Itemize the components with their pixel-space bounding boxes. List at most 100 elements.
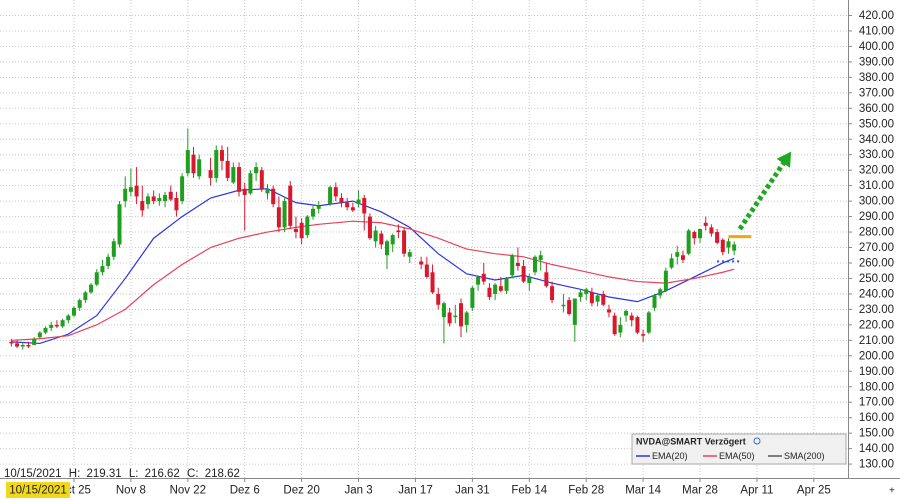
candle-body [328,187,333,205]
y-tick-label: 370.00 [859,87,894,99]
candle-body [407,252,412,257]
x-tick-label: Mar 28 [682,485,718,497]
candle-body [333,187,338,197]
legend-icon [753,437,761,445]
x-tick-label: Jan 3 [344,485,372,497]
candle-body [453,315,458,318]
candle-body [373,230,378,242]
trend-arrow [737,161,786,231]
candle-body [441,303,446,318]
candle-body [527,276,532,284]
y-tick-label: 160.00 [859,412,894,424]
x-tick-label: Jan 31 [455,485,490,497]
candle-body [612,315,617,335]
candle-body [265,188,270,194]
candle-body [49,324,54,328]
candle-body [168,191,173,200]
y-tick-label: 360.00 [859,103,894,115]
candle-body [641,334,646,336]
candle-body [572,298,577,325]
candle-body [350,207,355,211]
y-tick-label: 400.00 [859,41,894,53]
candle-body [106,256,111,267]
candle-body [259,170,264,189]
candle-body [601,293,606,305]
x-tick-label: Apr 25 [797,485,831,497]
candle-body [476,276,481,285]
candle-body [32,338,37,345]
candle-body [430,272,435,293]
candle-body [487,287,492,298]
candle-body [419,261,424,265]
readout-value: 219.31 [86,468,121,480]
candle-body [282,201,287,228]
y-tick-label: 390.00 [859,56,894,68]
candle-body [276,207,281,228]
candle-body [225,160,230,178]
x-tick-label: Dez 6 [230,485,260,497]
candle-body [635,317,640,333]
candle-body [191,154,196,174]
candle-body [436,293,441,305]
candle-body [128,187,133,192]
candle-body [111,241,116,257]
x-tick-label: Jan 17 [398,485,433,497]
candle-body [715,232,720,243]
x-tick-label: Apr 11 [740,485,773,497]
x-tick-label: Feb 14 [511,485,547,497]
candle-body [15,343,20,347]
candle-body [26,344,31,347]
candle-body [424,264,429,277]
x-tick-label: Nov 22 [170,485,206,497]
candle-body [134,185,139,197]
cursor-date: 10/15/2021 [9,485,67,497]
candle-body [219,150,224,161]
candle-body [510,255,515,276]
candle-body [316,205,321,209]
candle-body [54,324,59,327]
y-tick-label: 310.00 [859,180,894,192]
candle-body [515,262,520,267]
y-tick-label: 220.00 [859,319,894,331]
y-tick-label: 230.00 [859,304,894,316]
candle-body [692,232,697,239]
candle-body [720,239,725,253]
y-tick-label: 270.00 [859,242,894,254]
candle-body [658,289,663,296]
candle-body [402,230,407,254]
candle-body [447,312,452,324]
y-tick-label: 210.00 [859,335,894,347]
candle-body [174,198,179,211]
candle-body [606,309,611,313]
y-tick-label: 140.00 [859,443,894,455]
candle-body [379,233,384,245]
candle-body [89,284,94,293]
candle-body [362,198,367,214]
y-tick-label: 170.00 [859,397,894,409]
candle-body [60,320,65,327]
legend-label: SMA(200) [784,451,825,461]
candle-body [624,310,629,316]
candle-body [37,332,42,338]
indicator-lines [11,188,735,345]
candle-body [339,198,344,203]
candle-body [709,227,714,234]
candle-body [538,255,543,260]
candle-body [367,216,372,239]
candle-body [305,216,310,236]
y-tick-label: 320.00 [859,165,894,177]
legend-title: NVDA@SMART Verzögert [636,436,746,446]
candle-body [669,258,674,268]
readout-value: 216.62 [145,468,180,480]
y-tick-label: 250.00 [859,273,894,285]
candle-body [254,167,259,174]
candle-body [458,303,463,327]
candle-body [145,196,150,205]
candle-body [208,170,213,178]
candle-body [214,150,219,178]
candle-body [197,159,202,177]
y-tick-label: 200.00 [859,350,894,362]
candle-body [140,201,145,211]
